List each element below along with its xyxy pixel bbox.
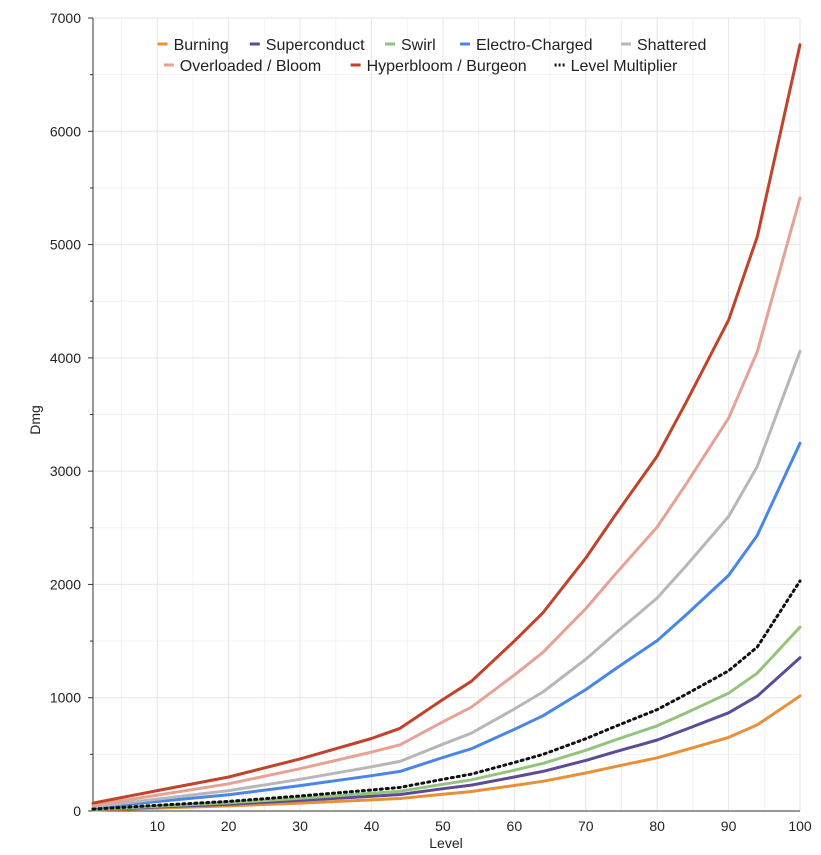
grid [93, 17, 801, 812]
y-tick-label: 3000 [50, 463, 81, 479]
x-tick-label: 90 [721, 818, 737, 834]
y-tick-label: 7000 [50, 10, 81, 26]
legend-label: Swirl [401, 37, 436, 54]
y-axis-title: Dmg [27, 405, 43, 435]
legend: Burning Superconduct Swirl Electro-Charged S… [157, 37, 706, 75]
x-tick-label: 60 [507, 818, 523, 834]
legend-label: Shattered [637, 37, 706, 54]
series-line-swirl [91, 625, 802, 811]
legend-label: Level Multiplier [571, 58, 678, 75]
x-tick-label: 80 [649, 818, 665, 834]
series-line-level-multiplier [91, 579, 802, 811]
y-tick-label: 0 [73, 803, 81, 819]
x-tick-label: 40 [364, 818, 380, 834]
x-axis-title: Level [429, 835, 462, 851]
tick-labels: 10 20 30 40 50 60 70 80 90 1000100020003000400050… [50, 10, 812, 834]
legend-label: Superconduct [266, 37, 365, 54]
x-tick-label: 20 [221, 818, 237, 834]
x-tick-label: 50 [435, 818, 451, 834]
series [91, 43, 802, 812]
series-line-hyperbloom-burgeon [91, 43, 802, 805]
x-tick-label: 10 [149, 818, 165, 834]
legend-label: Burning [174, 37, 229, 54]
x-tick-label: 70 [578, 818, 594, 834]
y-tick-label: 6000 [50, 123, 81, 139]
series-line-electro-charged [91, 441, 802, 810]
x-tick-label: 30 [292, 818, 308, 834]
series-line-burning [91, 694, 802, 812]
y-tick-label: 1000 [50, 690, 81, 706]
y-tick-label: 5000 [50, 237, 81, 253]
y-tick-label: 2000 [50, 576, 81, 592]
series-line-overloaded-bloom [91, 196, 802, 807]
series-line-shattered [91, 349, 802, 809]
x-tick-label: 100 [788, 818, 812, 834]
legend-label: Hyperbloom / Burgeon [367, 58, 527, 75]
legend-label: Overloaded / Bloom [180, 58, 321, 75]
y-tick-label: 4000 [50, 350, 81, 366]
series-line-superconduct [91, 656, 802, 812]
legend-label: Electro-Charged [476, 37, 593, 54]
